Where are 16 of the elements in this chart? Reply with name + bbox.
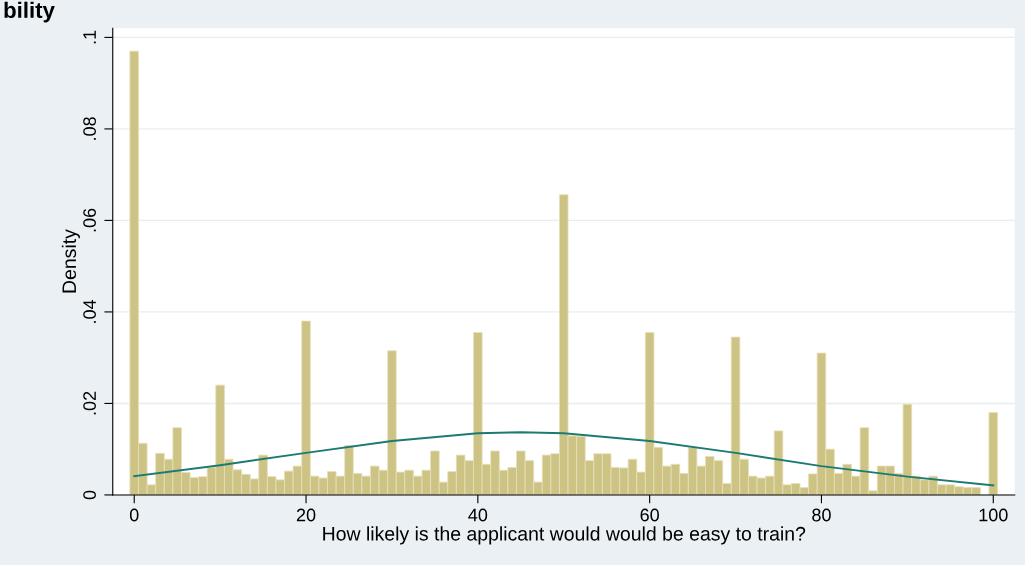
y-tick-label: .02 (83, 391, 96, 415)
x-tick-label: 0 (129, 508, 139, 522)
y-tick-label: .04 (83, 299, 96, 323)
x-tick-label: 40 (468, 508, 488, 522)
y-axis-title: Density (61, 229, 80, 293)
x-tick-label: 60 (640, 508, 659, 522)
y-tick-label: .06 (83, 208, 96, 232)
y-tick-label: 0 (83, 490, 96, 500)
x-axis-title: How likely is the applicant would would be easy to train? (323, 526, 806, 545)
chart-title: bility (4, 1, 55, 23)
x-tick-label: 80 (812, 508, 831, 522)
x-tick-label: 20 (296, 508, 316, 522)
line-series (133, 431, 995, 487)
y-tick-label: .08 (83, 117, 96, 140)
x-tick-label: 100 (979, 508, 1008, 522)
y-tick-label: .1 (83, 30, 96, 44)
